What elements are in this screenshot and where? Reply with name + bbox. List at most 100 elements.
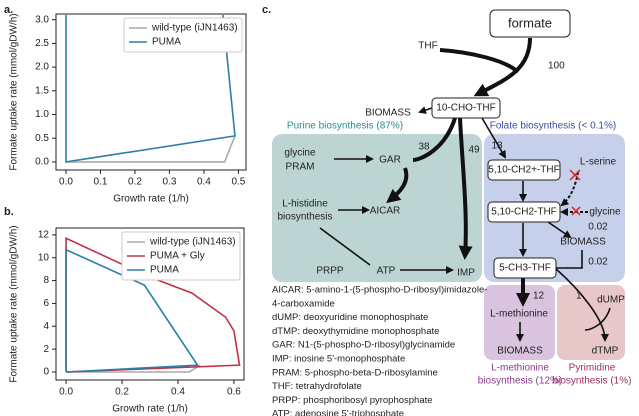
abbreviation: ATP: adenosine 5'-triphosphate — [272, 409, 404, 416]
purine-region — [272, 134, 482, 282]
abbreviation: 4-carboxamide — [272, 298, 335, 309]
x-axis-label: Growth rate (1/h) — [113, 194, 189, 205]
y-tick-label: 2 — [43, 344, 49, 355]
node: L-histidine — [282, 199, 328, 210]
arrow — [560, 171, 579, 207]
x-tick-label: 0.5 — [231, 177, 245, 188]
node: L-serine — [580, 157, 617, 168]
node: 5,10-CH2-THF — [491, 207, 557, 218]
node: glycine — [284, 148, 316, 159]
arrow — [418, 106, 433, 114]
series-line — [65, 248, 200, 373]
arrow — [554, 267, 609, 342]
y-axis-label: Formate uptake rate (mmol/gDW/h) — [9, 13, 20, 170]
node-box — [489, 9, 571, 38]
region-title: biosynthesis (1%) — [553, 376, 632, 387]
arrow — [319, 227, 371, 266]
pathway-diagram: c. Purine biosynthesis (87%) Folate bios… — [262, 4, 631, 416]
abbreviation: THF: tetrahydrofolate — [272, 381, 362, 392]
arrow — [412, 117, 457, 162]
node: 5-CH3-THF — [499, 263, 551, 274]
arrow — [473, 37, 532, 97]
x-tick-label: 0.4 — [197, 177, 211, 188]
x-tick-label: 0.0 — [59, 177, 73, 188]
node: formate — [508, 15, 552, 30]
node: PRAM — [286, 162, 315, 173]
region-title: Pyrimidine — [569, 363, 616, 374]
arrow — [556, 250, 583, 269]
arrow — [584, 307, 611, 331]
panel-label: c. — [262, 4, 271, 16]
arrow — [439, 48, 520, 74]
y-tick-label: 0.5 — [35, 133, 49, 144]
abbreviations: AICAR: 5-amino-1-(5-phospho-D-ribosyl)im… — [272, 285, 487, 416]
abbreviation: dUMP: deoxyuridine monophosphate — [272, 312, 428, 323]
legend-label: PUMA + Gly — [150, 251, 205, 262]
series-line — [65, 14, 236, 163]
node: L-methionine — [490, 309, 548, 320]
node: ATP — [377, 266, 396, 277]
x-axis-label: Growth rate (1/h) — [112, 404, 188, 415]
node: IMP — [457, 268, 475, 279]
node: BIOMASS — [560, 237, 606, 248]
flux-label: 100 — [548, 61, 565, 72]
node: AICAR — [370, 206, 401, 217]
y-tick-label: 2.0 — [35, 62, 49, 73]
legend-box — [123, 17, 243, 53]
legend-label: wild-type (iJN1463) — [151, 23, 238, 34]
legend-label: PUMA — [150, 265, 179, 276]
flux-label: 12 — [533, 291, 545, 302]
x-tick-label: 0.2 — [115, 387, 129, 398]
panel-label: b. — [4, 206, 14, 218]
y-tick-label: 4 — [43, 321, 49, 332]
abbreviation: PRPP: phosphoribosyl pyrophosphate — [272, 395, 433, 406]
legend-label: wild-type (iJN1463) — [149, 237, 236, 248]
node: dUMP — [597, 295, 625, 306]
region-title: Purine biosynthesis (87%) — [287, 121, 403, 132]
series-line — [66, 135, 236, 163]
flux-label: 0.02 — [588, 257, 608, 268]
abbreviation: dTMP: deoxythymidine monophosphate — [272, 326, 439, 337]
blocked — [569, 169, 581, 216]
abbreviation: PRAM: 5-phospho-beta-D-ribosylamine — [272, 367, 438, 378]
y-tick-label: 3.0 — [35, 14, 49, 25]
flux-label: 13 — [491, 141, 503, 152]
node-box — [431, 97, 501, 119]
plot-frame — [55, 227, 245, 381]
abbreviation: AICAR: 5-amino-1-(5-phospho-D-ribosyl)im… — [272, 285, 487, 296]
y-tick-label: 0.0 — [35, 157, 49, 168]
region-title: biosynthesis (12%) — [478, 376, 562, 387]
node: dTMP — [592, 346, 619, 357]
node: 5,10-CH2+-THF — [488, 165, 559, 176]
x-tick-label: 0.2 — [128, 177, 142, 188]
legend-label: PUMA — [152, 37, 181, 48]
flux-label: 1 — [576, 291, 582, 302]
arrow — [458, 117, 473, 260]
x-tick-label: 0.0 — [59, 387, 73, 398]
panel-label: a. — [4, 4, 13, 16]
abbreviation: GAR: N1-(5-phospho-D-ribosyl)glycinamide — [272, 340, 455, 351]
y-tick-label: 1.5 — [35, 85, 49, 96]
y-tick-label: 0 — [43, 367, 49, 378]
y-tick-label: 1.0 — [35, 109, 49, 120]
node: GAR — [379, 155, 401, 166]
node-box — [487, 159, 561, 181]
flux-label: 49 — [468, 145, 480, 156]
node: 10-CHO-THF — [436, 103, 495, 114]
flux-label: 38 — [418, 142, 430, 153]
x-tick-label: 0.6 — [227, 387, 241, 398]
arrow — [547, 221, 572, 239]
y-axis-label: Formate uptake rate (mmol/gDW/h) — [9, 225, 20, 382]
node: PRPP — [316, 266, 344, 277]
legend-box — [121, 231, 241, 281]
node-box — [487, 201, 561, 223]
x-tick-label: 0.4 — [171, 387, 185, 398]
y-tick-label: 2.5 — [35, 38, 49, 49]
x-tick-label: 0.1 — [94, 177, 108, 188]
node: glycine — [589, 207, 621, 218]
plot-frame — [55, 13, 247, 171]
node: biosynthesis — [277, 212, 332, 223]
node: BIOMASS — [497, 346, 543, 357]
arrow — [481, 117, 507, 159]
